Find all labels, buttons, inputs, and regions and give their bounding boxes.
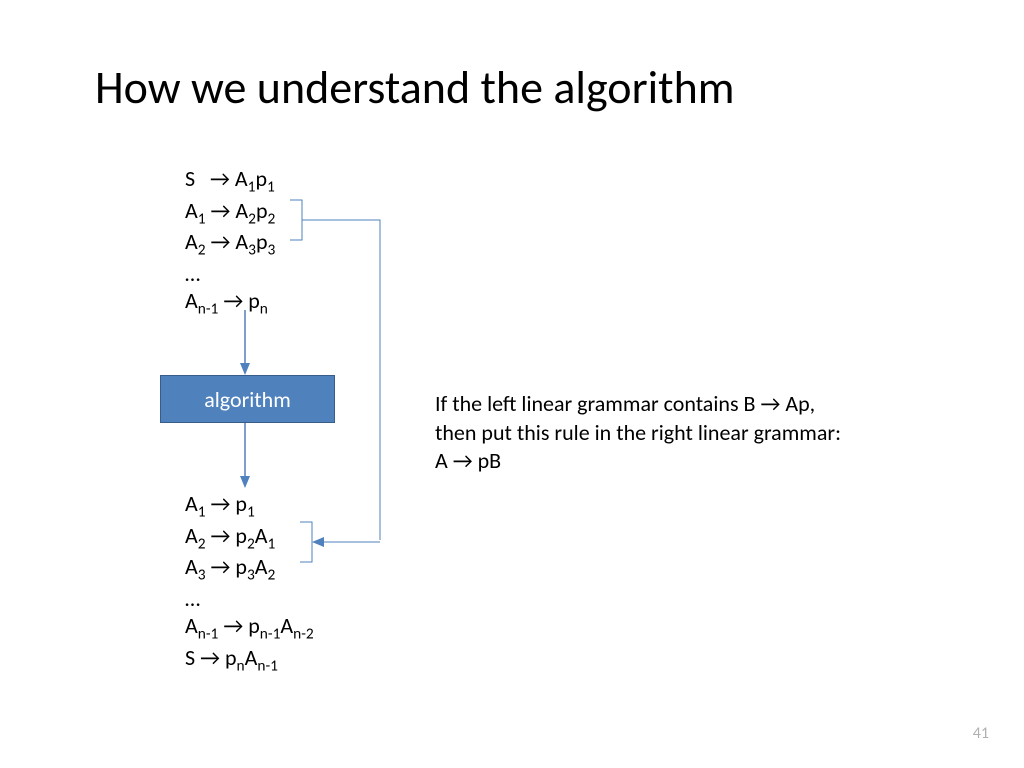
arrow-down-icon	[235, 310, 255, 375]
algorithm-label: algorithm	[204, 386, 291, 413]
grammar-rule: A1 → A2p2	[185, 197, 275, 229]
grammar-rule: An-1 → pn	[185, 287, 275, 319]
grammar-rule: A2 → p2A1	[185, 522, 314, 554]
arrow-down-icon	[235, 423, 255, 488]
grammar-rule: A2 → A3p3	[185, 228, 275, 260]
explanation-line: If the left linear grammar contains B → …	[435, 390, 915, 419]
grammar-rule: S → pnAn-1	[185, 644, 314, 676]
bottom-grammar-block: A1 → p1 A2 → p2A1 A3 → p3A2 … An-1 → pn-…	[185, 490, 314, 676]
ellipsis: …	[185, 260, 275, 288]
grammar-rule: A3 → p3A2	[185, 553, 314, 585]
ellipsis: …	[185, 585, 314, 613]
grammar-rule: An-1 → pn-1An-2	[185, 612, 314, 644]
page-number: 41	[973, 724, 989, 743]
slide-title: How we understand the algorithm	[95, 60, 735, 116]
explanation-line: then put this rule in the right linear g…	[435, 419, 915, 448]
explanation-text: If the left linear grammar contains B → …	[435, 390, 915, 476]
top-grammar-block: S → A1p1 A1 → A2p2 A2 → A3p3 … An-1 → pn	[185, 165, 275, 319]
grammar-rule: A1 → p1	[185, 490, 314, 522]
grammar-rule: S → A1p1	[185, 165, 275, 197]
explanation-line: A → pB	[435, 447, 915, 476]
algorithm-box: algorithm	[160, 375, 335, 423]
